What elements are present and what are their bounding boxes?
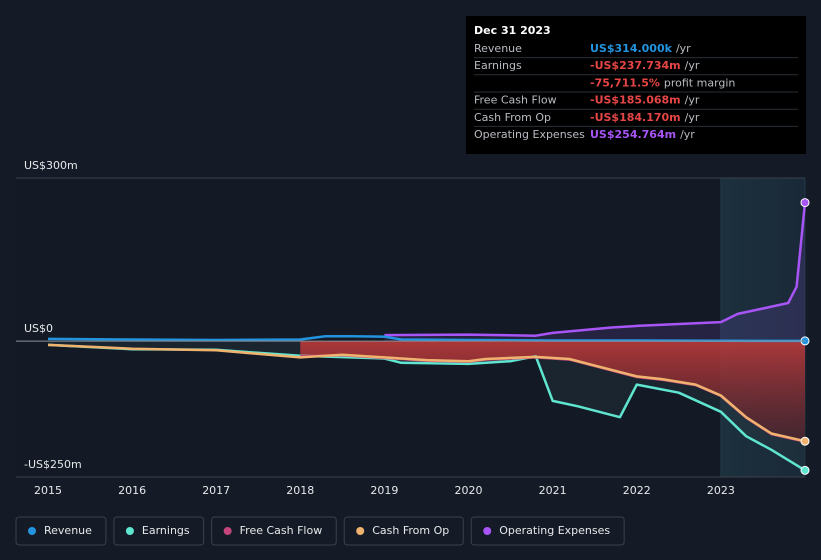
legend-label[interactable]: Free Cash Flow bbox=[240, 524, 323, 537]
legend-box[interactable] bbox=[15, 516, 107, 546]
tooltip-value: US$254.764m/yr bbox=[590, 128, 695, 141]
tooltip-value-text: -US$237.734m bbox=[590, 59, 681, 72]
tooltip-value: -US$184.170m/yr bbox=[590, 111, 700, 124]
legend-swatch[interactable] bbox=[356, 527, 365, 535]
line bbox=[384, 202, 807, 337]
tooltip-value: -75,711.5% profit margin bbox=[590, 76, 735, 89]
end-marker bbox=[800, 198, 810, 208]
y-tick-label: US$0 bbox=[24, 322, 53, 335]
tooltip-value-text: -US$184.170m bbox=[590, 111, 681, 124]
x-tick-label: 2015 bbox=[34, 484, 62, 497]
tooltip-value-text: -US$185.068m bbox=[590, 94, 681, 107]
legend-item[interactable]: Operating Expenses bbox=[470, 516, 625, 546]
x-tick-label: 2020 bbox=[455, 484, 483, 497]
legend-label[interactable]: Revenue bbox=[44, 524, 92, 537]
tooltip-unit: /yr bbox=[685, 59, 700, 72]
legend-swatch[interactable] bbox=[28, 527, 36, 535]
legend-box[interactable] bbox=[470, 516, 625, 546]
tooltip-box bbox=[466, 16, 806, 154]
legend-swatch[interactable] bbox=[223, 527, 232, 535]
legend-swatch[interactable] bbox=[125, 527, 134, 535]
y-tick-label: -US$250m bbox=[24, 458, 82, 471]
tooltip-value-text: US$314.000k bbox=[590, 42, 673, 55]
legend-item[interactable]: Free Cash Flow bbox=[211, 516, 337, 546]
line bbox=[47, 343, 806, 472]
legend-item[interactable]: Earnings bbox=[113, 516, 205, 546]
legend-swatch[interactable] bbox=[483, 527, 492, 535]
y-tick-label: US$300m bbox=[24, 159, 78, 172]
tooltip: Dec 31 2023 Revenue US$314.000k/yr Earning… bbox=[466, 16, 806, 154]
tooltip-label: Revenue bbox=[474, 42, 522, 55]
line bbox=[47, 343, 806, 443]
end-marker bbox=[800, 465, 810, 475]
tooltip-value: -US$237.734m/yr bbox=[590, 59, 700, 72]
legend-box[interactable] bbox=[113, 516, 205, 546]
x-tick-label: 2019 bbox=[370, 484, 398, 497]
tooltip-label: Earnings bbox=[474, 59, 522, 72]
x-tick-label: 2016 bbox=[118, 484, 146, 497]
tooltip-value-text: US$254.764m bbox=[590, 128, 676, 141]
legend-label[interactable]: Earnings bbox=[142, 524, 190, 537]
area bbox=[300, 341, 805, 442]
tooltip-value: US$314.000k/yr bbox=[590, 42, 691, 55]
legend-label[interactable]: Operating Expenses bbox=[499, 524, 610, 537]
x-tick-label: 2021 bbox=[539, 484, 567, 497]
tooltip-unit: profit margin bbox=[664, 76, 736, 89]
tooltip-unit: /yr bbox=[685, 94, 700, 107]
tooltip-value: -US$185.068m/yr bbox=[590, 94, 700, 107]
legend-box[interactable] bbox=[343, 516, 464, 546]
line bbox=[47, 334, 806, 343]
end-marker bbox=[800, 436, 810, 446]
tooltip-label: Cash From Op bbox=[474, 111, 551, 124]
tooltip-unit: /yr bbox=[680, 128, 695, 141]
tooltip-unit: /yr bbox=[685, 111, 700, 124]
tooltip-date: Dec 31 2023 bbox=[474, 24, 551, 37]
tooltip-value-text: -75,711.5% bbox=[590, 76, 660, 89]
tooltip-label: Operating Expenses bbox=[474, 128, 585, 141]
tooltip-label: Free Cash Flow bbox=[474, 94, 557, 107]
plot-area bbox=[16, 178, 805, 478]
area bbox=[384, 202, 805, 342]
x-tick-label: 2023 bbox=[707, 484, 735, 497]
legend-item[interactable]: Revenue bbox=[15, 516, 107, 546]
legend-item[interactable]: Cash From Op bbox=[343, 516, 464, 546]
x-tick-label: 2022 bbox=[623, 484, 651, 497]
x-tick-label: 2018 bbox=[286, 484, 314, 497]
legend-box[interactable] bbox=[211, 516, 337, 546]
area bbox=[48, 341, 805, 471]
legend-label[interactable]: Cash From Op bbox=[372, 524, 449, 537]
x-tick-label: 2017 bbox=[202, 484, 230, 497]
tooltip-unit: /yr bbox=[676, 42, 691, 55]
